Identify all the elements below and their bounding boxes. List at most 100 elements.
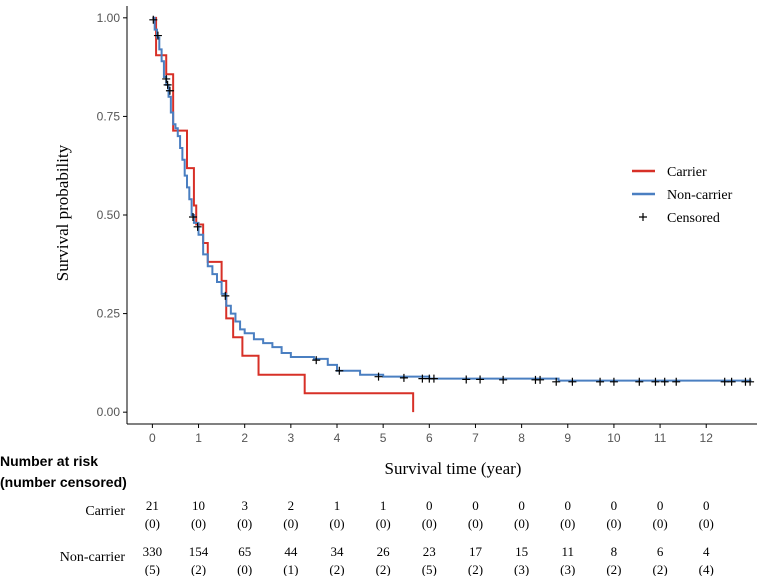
- y-ticks: 0.00 0.25 0.50 0.75 1.00: [97, 11, 127, 419]
- legend-label: Censored: [667, 211, 720, 226]
- censor-mark: [609, 377, 618, 386]
- legend-label: Carrier: [667, 165, 707, 180]
- risk-at-risk-value: 1: [380, 498, 387, 513]
- x-tick-label: 1: [195, 431, 202, 445]
- risk-censored-value: (3): [514, 562, 529, 576]
- risk-censored-value: (2): [468, 562, 483, 576]
- x-tick-label: 10: [607, 431, 621, 445]
- risk-censored-value: (0): [699, 516, 714, 531]
- legend: Carrier Non-carrier Censored: [632, 165, 733, 226]
- x-tick-label: 9: [564, 431, 571, 445]
- censor-mark: [335, 366, 344, 375]
- risk-censored-value: (0): [560, 516, 575, 531]
- censor-mark: [476, 375, 485, 384]
- censor-mark: [165, 86, 174, 95]
- censor-mark: [429, 374, 438, 383]
- risk-censored-value: (0): [237, 516, 252, 531]
- censor-mark: [149, 15, 158, 24]
- legend-entry: Carrier: [632, 165, 707, 180]
- risk-at-risk-value: 0: [703, 498, 710, 513]
- risk-censored-value: (2): [652, 562, 667, 576]
- risk-censored-value: (2): [191, 562, 206, 576]
- risk-censored-value: (0): [145, 516, 160, 531]
- x-tick-label: 3: [288, 431, 295, 445]
- x-tick-label: 6: [426, 431, 433, 445]
- legend-entry: Non-carrier: [632, 188, 733, 203]
- risk-at-risk-value: 26: [377, 544, 391, 559]
- risk-censored-value: (2): [606, 562, 621, 576]
- censor-mark: [418, 374, 427, 383]
- censor-mark: [727, 377, 736, 386]
- y-tick-label: 0.00: [97, 405, 121, 419]
- risk-at-risk-value: 21: [146, 498, 159, 513]
- x-tick-label: 7: [472, 431, 479, 445]
- risk-at-risk-value: 2: [288, 498, 295, 513]
- x-tick-label: 2: [241, 431, 248, 445]
- risk-at-risk-value: 154: [189, 544, 209, 559]
- censor-mark: [153, 31, 162, 40]
- censor-mark: [746, 377, 755, 386]
- risk-at-risk-value: 6: [657, 544, 664, 559]
- series-layer: [152, 16, 752, 413]
- censor-mark: [536, 375, 545, 384]
- risk-censored-value: (0): [376, 516, 391, 531]
- risk-at-risk-value: 44: [284, 544, 298, 559]
- censor-mark: [163, 80, 172, 89]
- x-tick-label: 11: [654, 431, 667, 445]
- risk-at-risk-value: 1: [334, 498, 341, 513]
- risk-at-risk-value: 65: [238, 544, 251, 559]
- risk-censored-value: (0): [652, 516, 667, 531]
- x-ticks: 0 1 2 3 4 5 6 7 8 9 10 11 12: [149, 424, 713, 445]
- censor-mark: [651, 377, 660, 386]
- risk-at-risk-value: 4: [703, 544, 710, 559]
- risk-row-label: Carrier: [85, 504, 125, 519]
- censor-mark: [568, 377, 577, 386]
- x-tick-label: 0: [149, 431, 156, 445]
- risk-at-risk-value: 15: [515, 544, 528, 559]
- risk-at-risk-value: 0: [518, 498, 525, 513]
- legend-key-plus: [639, 213, 647, 221]
- risk-censored-value: (0): [191, 516, 206, 531]
- censor-mark: [189, 212, 197, 221]
- risk-at-risk-value: 23: [423, 544, 436, 559]
- censor-mark: [221, 291, 230, 300]
- censor-mark: [462, 375, 471, 384]
- risk-at-risk-value: 0: [472, 498, 479, 513]
- risk-censored-value: (3): [560, 562, 575, 576]
- risk-censored-value: (2): [376, 562, 391, 576]
- x-axis-label: Survival time (year): [385, 459, 522, 478]
- risk-censored-value: (0): [514, 516, 529, 531]
- y-tick-label: 0.25: [97, 307, 121, 321]
- risk-censored-value: (0): [283, 516, 298, 531]
- censor-mark: [499, 375, 508, 384]
- risk-at-risk-value: 0: [565, 498, 572, 513]
- censor-mark: [193, 222, 202, 231]
- risk-at-risk-value: 8: [611, 544, 618, 559]
- censor-mark: [596, 377, 605, 386]
- risk-at-risk-value: 3: [241, 498, 248, 513]
- risk-at-risk-value: 0: [611, 498, 618, 513]
- censor-mark: [399, 373, 408, 382]
- risk-at-risk-value: 10: [192, 498, 205, 513]
- risk-censored-value: (5): [422, 562, 437, 576]
- x-tick-label: 8: [518, 431, 525, 445]
- series-line-carrier: [152, 16, 415, 413]
- risk-censored-value: (1): [283, 562, 298, 576]
- censor-mark: [374, 372, 383, 381]
- risk-row-label: Non-carrier: [60, 550, 126, 565]
- risk-at-risk-value: 0: [657, 498, 664, 513]
- series-line-non-carrier: [152, 16, 752, 382]
- risk-at-risk-value: 330: [143, 544, 163, 559]
- risk-censored-value: (4): [699, 562, 714, 576]
- risk-at-risk-value: 0: [426, 498, 433, 513]
- x-tick-label: 4: [334, 431, 341, 445]
- risk-table-header-line2: (number censored): [0, 474, 127, 490]
- x-tick-label: 12: [700, 431, 714, 445]
- censor-mark: [552, 377, 561, 386]
- censor-marks: [149, 15, 755, 386]
- legend-entry: Censored: [639, 211, 720, 226]
- censor-mark: [660, 377, 669, 386]
- y-tick-label: 0.50: [97, 208, 121, 222]
- risk-table: Number at risk (number censored) Carrier…: [0, 453, 714, 576]
